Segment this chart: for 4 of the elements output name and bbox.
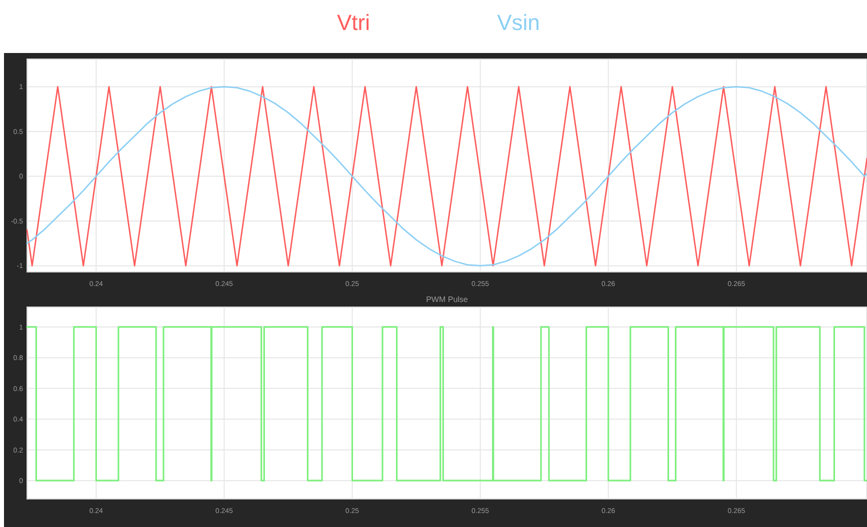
text: Vsin — [497, 10, 540, 35]
line-series — [26, 86, 867, 266]
chart-title: PWM Pulse — [426, 295, 468, 304]
text: Vtri — [337, 10, 370, 35]
